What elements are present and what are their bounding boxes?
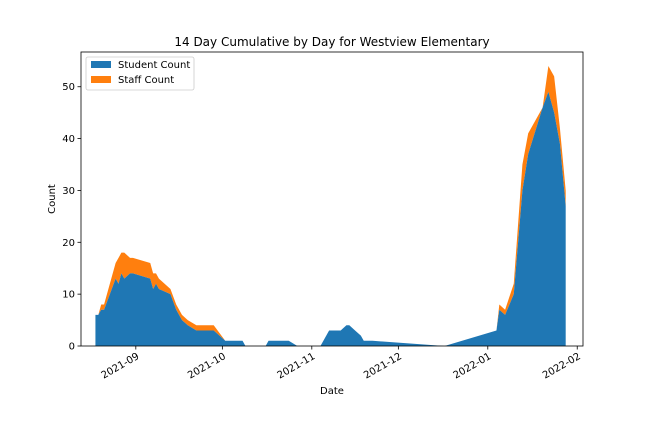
legend: Student Count Staff Count bbox=[85, 56, 195, 91]
y-tick-label: 0 bbox=[69, 342, 75, 353]
x-tick-label: 2022-01 bbox=[452, 351, 494, 381]
student-count-area bbox=[95, 91, 566, 347]
legend-label-staff: Staff Count bbox=[118, 75, 174, 86]
x-tick-label: 2022-02 bbox=[541, 351, 583, 381]
legend-box bbox=[85, 56, 195, 91]
x-tick-label: 2021-09 bbox=[100, 351, 142, 381]
x-tick-label: 2021-11 bbox=[276, 351, 318, 381]
y-axis: 0 10 20 30 40 50 bbox=[62, 82, 81, 353]
y-tick-label: 30 bbox=[62, 186, 75, 197]
x-tick-label: 2021-10 bbox=[186, 351, 228, 381]
x-axis: 2021-09 2021-10 2021-11 2021-12 2022-01 2022-… bbox=[100, 346, 583, 381]
y-tick-label: 50 bbox=[62, 82, 75, 93]
legend-swatch-student bbox=[91, 61, 111, 68]
x-tick-label: 2021-12 bbox=[362, 351, 404, 381]
legend-swatch-staff bbox=[91, 76, 111, 83]
plot-frame bbox=[80, 51, 584, 347]
plot-areas bbox=[95, 66, 566, 347]
y-axis-label: Count bbox=[47, 184, 58, 214]
y-tick-label: 40 bbox=[62, 134, 75, 145]
x-axis-label: Date bbox=[320, 386, 344, 397]
legend-label-student: Student Count bbox=[118, 60, 190, 71]
y-tick-label: 20 bbox=[62, 238, 75, 249]
chart-title: 14 Day Cumulative by Day for Westview El… bbox=[174, 35, 489, 49]
y-tick-label: 10 bbox=[62, 290, 75, 301]
